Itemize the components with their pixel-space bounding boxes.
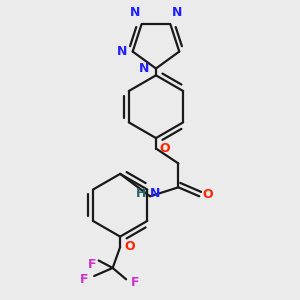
- Text: H: H: [136, 188, 146, 200]
- Text: O: O: [160, 142, 170, 155]
- Text: F: F: [130, 276, 139, 290]
- Text: N: N: [130, 6, 140, 19]
- Text: O: O: [124, 240, 135, 253]
- Text: N: N: [139, 62, 149, 75]
- Text: N: N: [149, 188, 160, 200]
- Text: F: F: [80, 273, 89, 286]
- Text: N: N: [117, 45, 127, 58]
- Text: F: F: [88, 259, 96, 272]
- Text: N: N: [172, 6, 182, 19]
- Text: O: O: [203, 188, 214, 201]
